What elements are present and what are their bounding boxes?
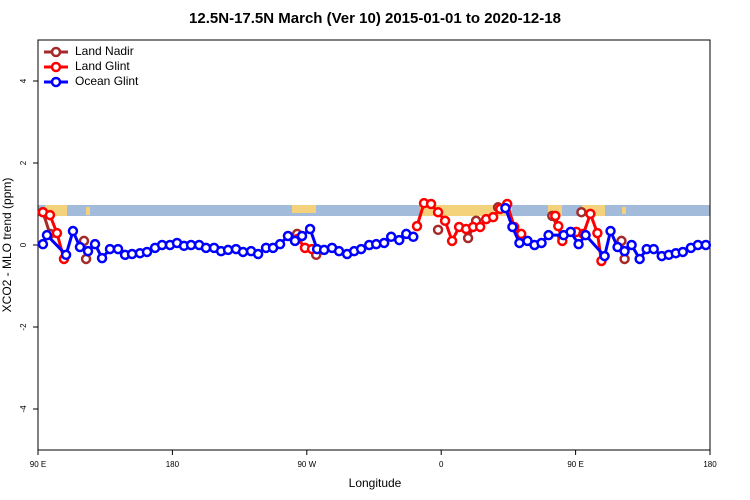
legend-label: Land Glint [75,59,130,73]
x-tick-label: 180 [166,460,180,469]
legend-marker [50,46,62,58]
data-point [96,252,108,264]
y-tick-label: -2 [19,323,28,331]
data-point [82,245,94,257]
data-point [580,229,591,241]
data-point [626,239,637,251]
data-point [141,246,153,258]
data-point [592,227,603,239]
data-point [677,246,689,258]
data-point [370,238,382,250]
x-axis-label: Longitude [349,476,402,490]
data-point [355,243,367,255]
y-tick-label: 2 [19,160,28,165]
data-point [67,225,79,237]
data-point [648,243,659,255]
data-point [289,235,301,247]
data-point [393,234,405,246]
data-point [536,237,547,249]
data-point [44,209,56,221]
data-point [411,220,423,232]
data-point [487,211,499,223]
data-point [37,238,49,250]
data-point [550,210,561,222]
data-point [446,235,458,247]
data-point [700,239,712,251]
data-point [474,221,486,233]
land-patch [420,205,512,216]
legend-label: Land Nadir [75,44,134,58]
data-point [378,237,390,249]
data-point [333,245,345,257]
y-tick-label: 4 [19,78,28,83]
data-point [515,228,527,240]
land-patch [45,205,67,216]
data-point [104,243,116,255]
land-patch [86,207,90,215]
data-point [585,208,596,220]
data-point [543,229,554,241]
data-point [605,225,616,237]
data-point [507,221,518,233]
land-mask-strip [38,205,710,216]
data-point [573,238,584,250]
data-point [432,206,444,218]
data-point [304,223,316,235]
x-tick-label: 90 E [567,460,583,469]
data-point [296,230,308,242]
land-patch [622,207,626,214]
data-point [51,227,63,239]
data-point [112,243,124,255]
data-point [553,220,564,232]
data-point [89,238,101,250]
data-point [237,246,249,258]
data-point [425,198,437,210]
y-axis-label: XCO2 - MLO trend (ppm) [0,178,14,313]
data-point [565,226,576,238]
x-tick-label: 90 W [297,460,316,469]
data-point [185,239,197,251]
legend-marker [50,76,62,88]
chart-title: 12.5N-17.5N March (Ver 10) 2015-01-01 to… [189,10,561,27]
data-point [60,249,72,261]
x-tick-label: 180 [703,460,717,469]
data-point [599,250,610,262]
data-point [385,231,397,243]
data-point [514,237,525,249]
data-point [74,241,86,253]
y-tick-label: 0 [19,242,28,247]
x-tick-label: 90 E [30,460,46,469]
ocean-strip [38,205,710,216]
data-point [462,232,474,244]
data-point [634,253,645,265]
data-point [500,202,511,214]
data-point [439,215,451,227]
data-point [432,224,444,236]
y-tick-label: -4 [19,405,28,413]
data-point [576,206,587,218]
data-point [41,229,53,241]
data-point [274,238,286,250]
legend-marker [50,61,62,73]
data-point [252,248,264,260]
legend-label: Ocean Glint [75,74,139,88]
data-point [282,230,294,242]
land-patch [548,205,562,216]
data-point [619,245,630,257]
land-patch [292,205,316,213]
data-point [408,231,419,243]
x-tick-label: 0 [439,460,444,469]
data-point [200,242,212,254]
